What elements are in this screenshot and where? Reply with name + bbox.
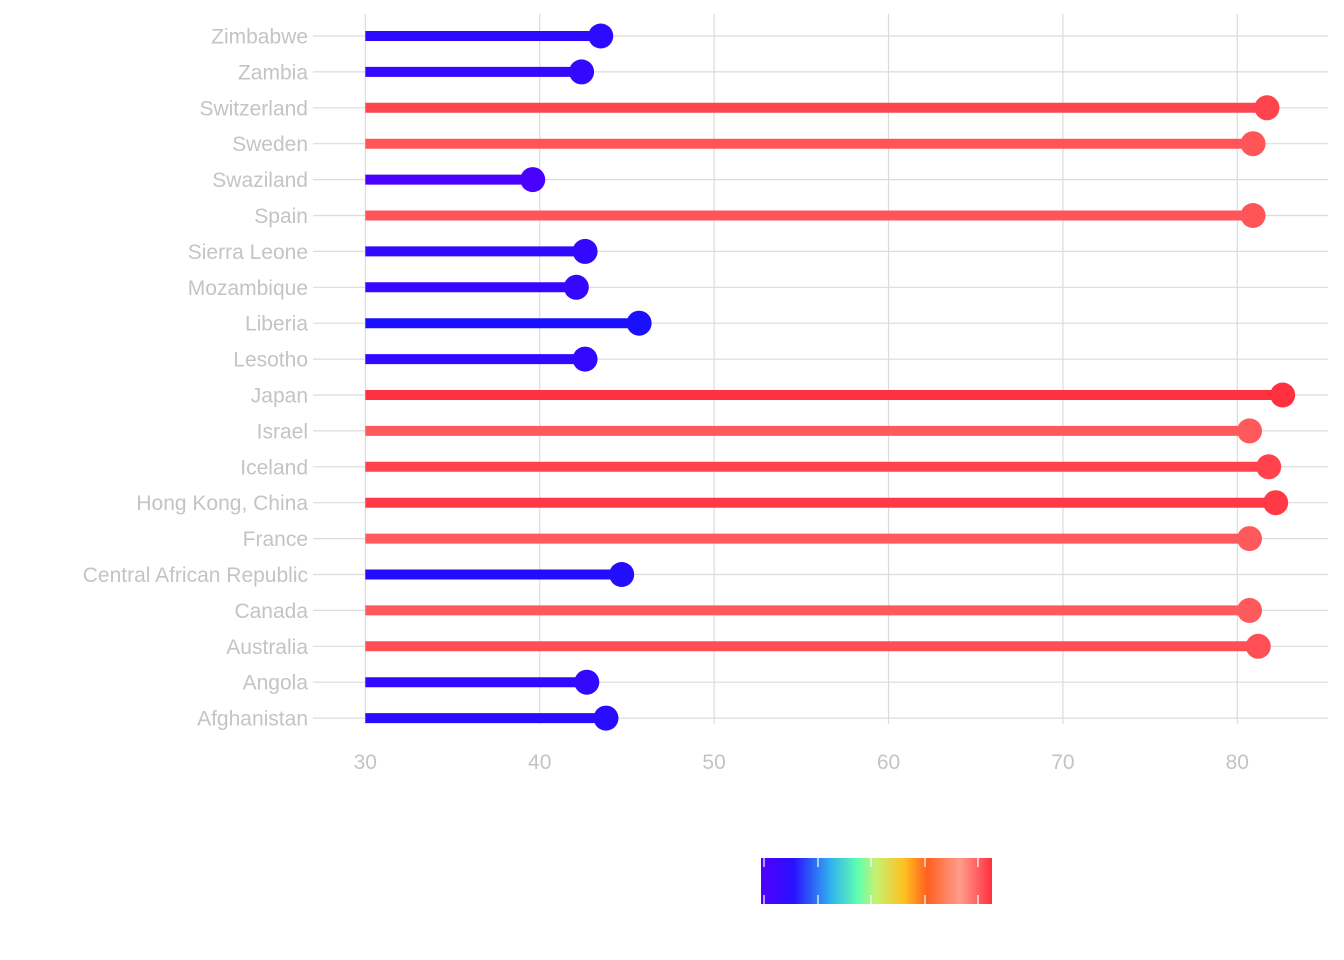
lollipop-dot <box>569 59 595 85</box>
lollipop-dot <box>1237 597 1263 623</box>
x-tick-label: 80 <box>1226 751 1249 774</box>
lollipop-dot <box>1237 418 1263 444</box>
lollipop-dot <box>593 705 619 731</box>
color-legend <box>761 858 992 904</box>
lollipop-dot <box>574 669 600 695</box>
category-label: Iceland <box>240 456 308 479</box>
colorbar-gradient <box>761 858 992 904</box>
category-label: Canada <box>234 600 308 623</box>
lollipop-dot <box>520 167 546 193</box>
category-label: Australia <box>226 636 308 659</box>
lollipop-dot <box>626 310 652 336</box>
lollipop-dot <box>572 238 598 264</box>
lollipop-dot <box>609 562 635 587</box>
category-label: Israel <box>257 420 308 443</box>
category-label: Zambia <box>238 61 308 84</box>
grid-lines <box>313 14 1328 724</box>
x-tick-label: 70 <box>1051 751 1074 774</box>
colorbar-ticks <box>763 858 979 904</box>
lollipop-dot <box>572 346 598 372</box>
category-label: Afghanistan <box>197 708 308 731</box>
lollipop-dot <box>1240 131 1266 157</box>
lollipop-dot <box>1237 526 1263 552</box>
x-tick-label: 50 <box>702 751 725 774</box>
category-label: Spain <box>254 205 308 228</box>
x-tick-label: 60 <box>877 751 900 774</box>
category-label: Japan <box>251 385 308 408</box>
y-axis-labels: Zimbabwe Zambia Switzerland Sweden Swaziland… <box>83 26 309 731</box>
category-label: Switzerland <box>199 97 308 120</box>
lollipop-dot <box>1270 382 1296 408</box>
category-label: Liberia <box>245 313 308 336</box>
lollipop-dot <box>563 274 589 300</box>
category-label: Hong Kong, China <box>136 492 308 515</box>
category-label: Sweden <box>232 133 308 156</box>
lollipop-dot <box>1263 490 1289 516</box>
lollipop-dot <box>588 23 614 49</box>
category-label: Sierra Leone <box>188 241 308 264</box>
category-label: France <box>243 528 308 551</box>
category-label: Lesotho <box>233 349 308 372</box>
category-label: Zimbabwe <box>211 26 308 49</box>
lollipop-dot <box>1256 454 1282 480</box>
category-label: Swaziland <box>212 169 308 192</box>
lollipop-dot <box>1245 633 1271 659</box>
x-tick-label: 30 <box>354 751 377 774</box>
lollipop-dot <box>1240 203 1266 228</box>
x-axis-labels: 30 40 50 60 70 80 <box>354 751 1249 774</box>
chart-marks <box>365 23 1296 731</box>
lollipop-dot <box>1254 95 1280 121</box>
category-label: Mozambique <box>188 277 308 300</box>
category-label: Central African Republic <box>83 564 308 587</box>
x-tick-label: 40 <box>528 751 551 774</box>
category-label: Angola <box>243 672 309 695</box>
